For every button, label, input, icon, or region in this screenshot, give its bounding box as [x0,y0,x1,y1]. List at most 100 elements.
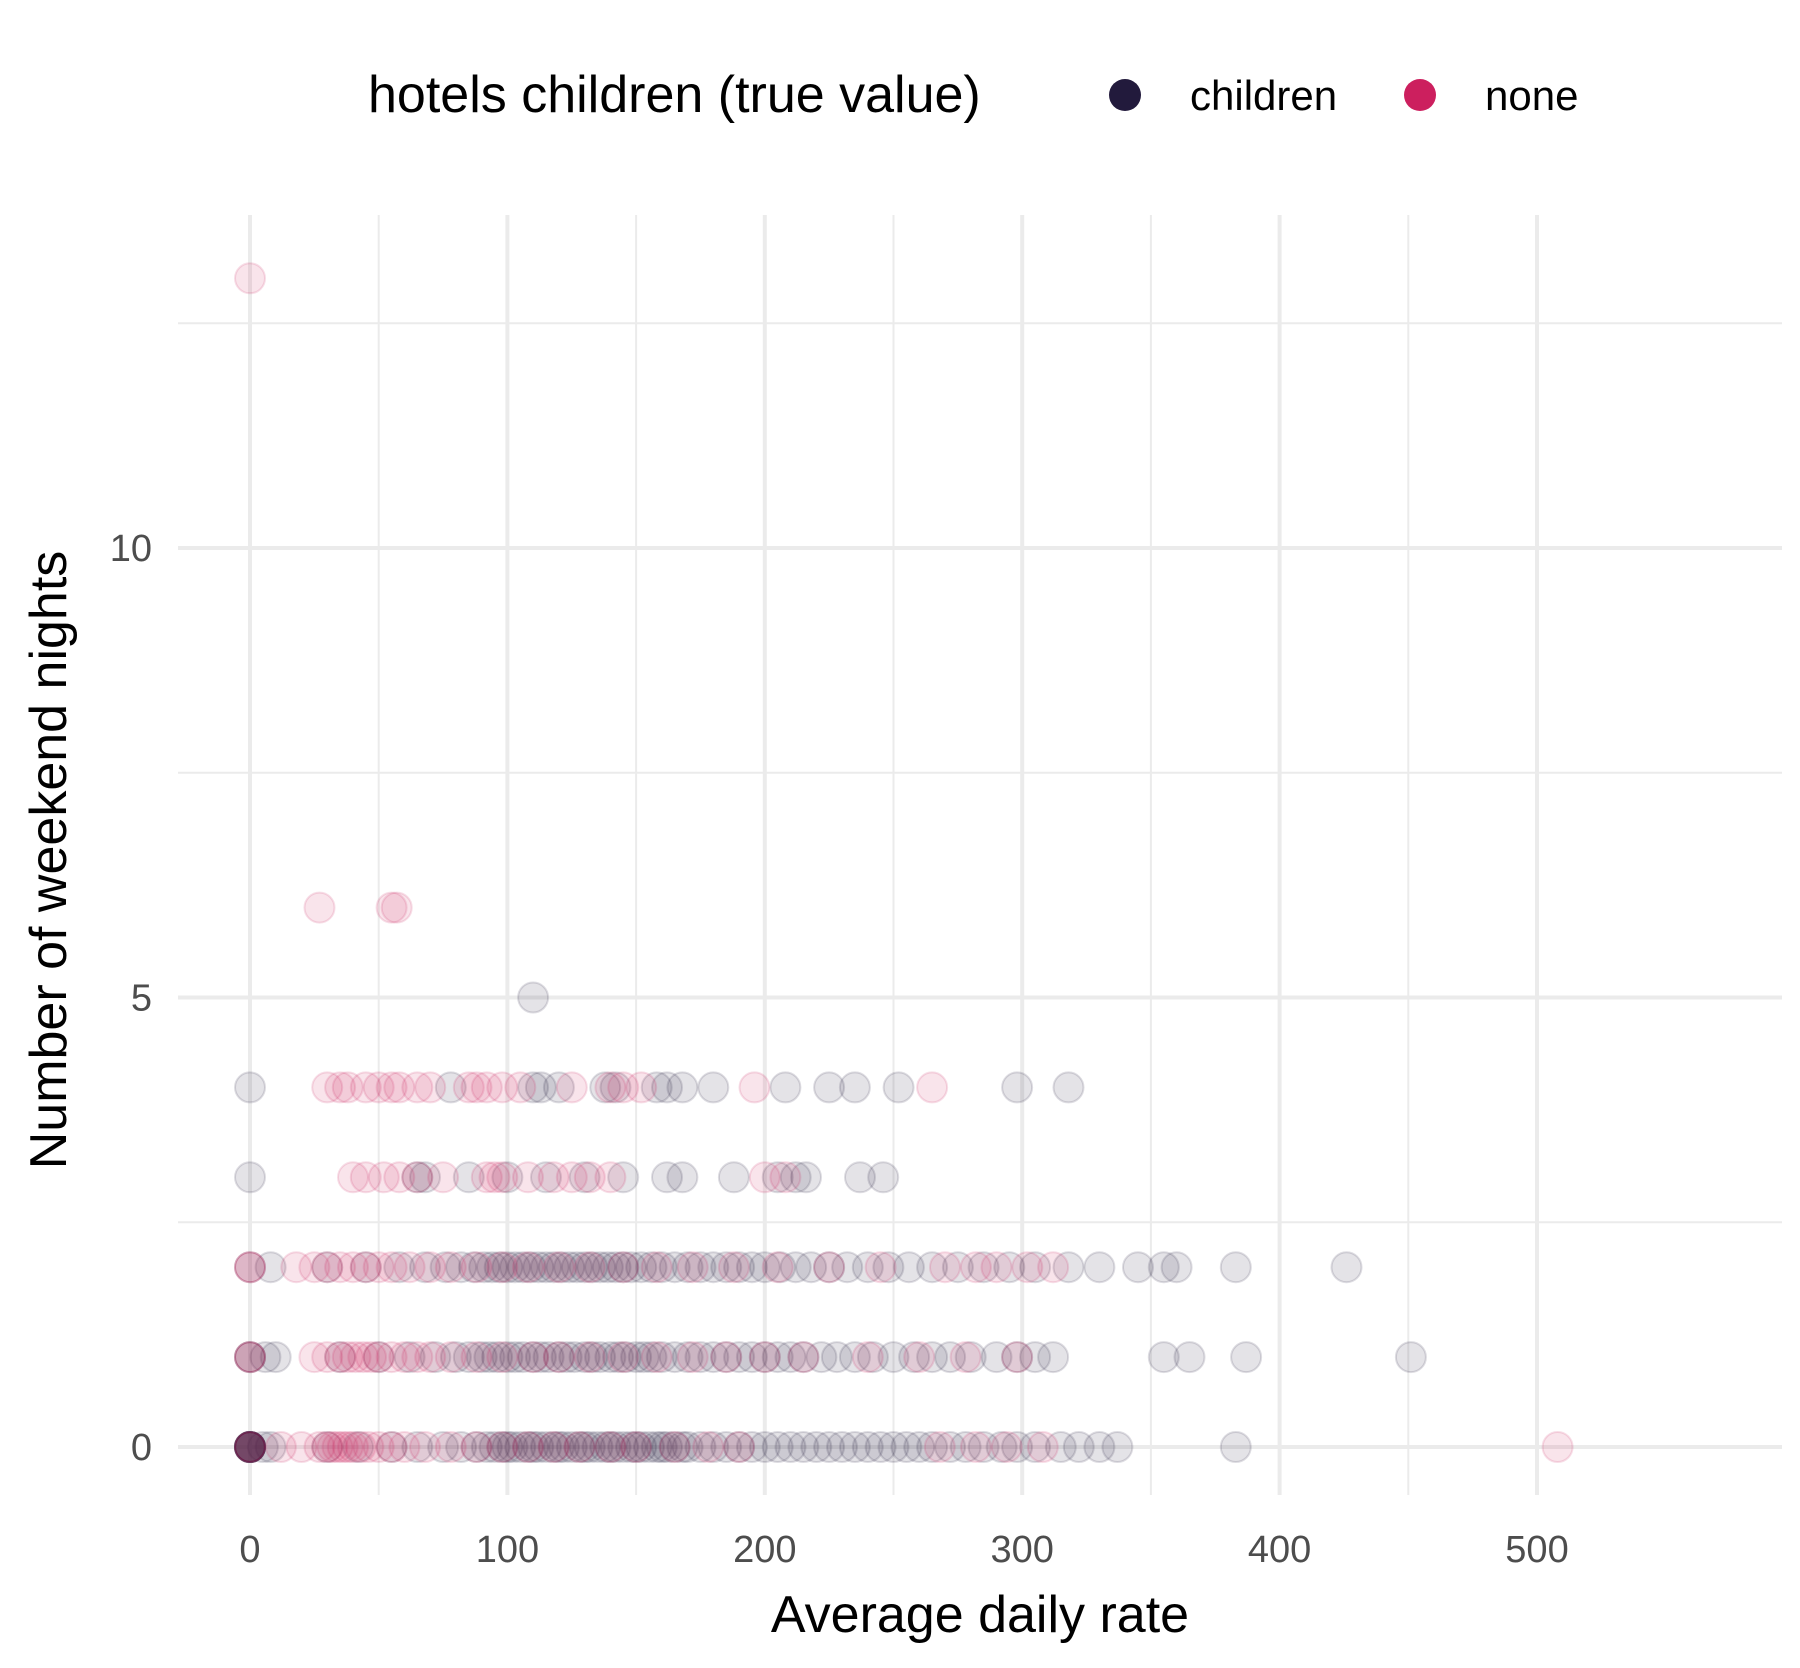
data-point-children [1037,1341,1070,1374]
data-point-children [877,1431,910,1463]
data-point-children [517,1341,550,1374]
data-point-children [627,1341,660,1374]
data-point-children [439,1341,472,1374]
data-point-children [851,1251,884,1284]
data-point-children [1001,1431,1034,1463]
data-point-children [697,1341,730,1374]
data-point-children [748,1431,781,1463]
y-tick-label: 5 [131,978,152,1020]
data-point-children [934,1431,967,1463]
data-point-children [805,1341,838,1374]
data-point-none [916,1071,949,1104]
data-point-children [234,1431,266,1463]
major-gridlines [178,215,1782,1495]
legend: hotels children (true value) children no… [368,66,1578,124]
data-point-none [594,1431,627,1463]
data-point-children [234,1071,266,1104]
data-point-none [486,1341,519,1374]
x-axis-ticks: 0 100 200 300 400 500 [239,1529,1568,1571]
data-point-children [445,1431,478,1463]
data-point-children [1062,1431,1095,1463]
data-point-children [555,1431,588,1463]
data-point-children [568,1251,601,1284]
data-point-children [491,1341,524,1374]
data-point-children [625,1431,658,1463]
data-point-children [457,1251,490,1284]
data-point-children [568,1341,601,1374]
data-point-children [620,1341,653,1374]
data-point-children [568,1161,601,1194]
data-point-none [337,1431,369,1463]
data-point-none [234,1251,266,1284]
data-point-children [993,1251,1026,1284]
data-point-children [576,1341,609,1374]
data-point-children [452,1161,485,1194]
data-point-children [607,1251,640,1284]
data-point-children [602,1341,635,1374]
data-point-children [476,1251,508,1284]
data-point-none [486,1071,519,1104]
data-point-children [620,1431,653,1463]
data-point-none [375,1251,408,1284]
data-point-none [851,1341,884,1374]
data-point-none [331,1071,364,1104]
data-point-children [234,1161,266,1194]
data-point-children [478,1431,511,1463]
data-point-none [375,891,408,924]
x-axis-title: Average daily rate [771,1586,1189,1644]
data-point-children [710,1341,743,1374]
data-point-none [787,1341,820,1374]
data-point-children [851,1431,884,1463]
data-point-none [349,1251,382,1284]
data-point-children [1083,1431,1116,1463]
data-point-children [594,1431,627,1463]
y-tick-label: 10 [110,528,152,570]
data-point-children [645,1251,678,1284]
x-tick-label: 100 [476,1529,539,1571]
data-point-children [671,1341,704,1374]
data-point-children [254,1431,287,1463]
data-point-none [401,1071,434,1104]
data-point-children [568,1431,601,1463]
data-point-children [558,1341,591,1374]
data-point-children [666,1161,699,1194]
data-point-none [349,1071,382,1104]
data-point-children [234,1431,266,1463]
data-point-children [496,1431,529,1463]
data-point-children [550,1341,583,1374]
data-point-children [532,1341,565,1374]
data-point-none [375,1431,408,1463]
data-point-none [303,1431,336,1463]
data-point-children [615,1251,647,1284]
data-point-children [658,1431,691,1463]
data-point-none [409,1431,441,1463]
data-point-children [401,1161,434,1194]
data-point-children [542,1341,575,1374]
data-point-children [537,1251,570,1284]
data-point-children [349,1251,382,1284]
data-point-none [486,1251,519,1284]
data-point-children [1230,1341,1263,1374]
legend-label-none: none [1485,72,1578,119]
data-point-children [710,1431,743,1463]
data-point-none [717,1251,750,1284]
data-point-children [916,1341,949,1374]
data-point-children [625,1251,658,1284]
data-point-none [316,1431,349,1463]
data-point-children [684,1431,717,1463]
data-point-none [813,1251,846,1284]
data-point-children [375,1431,408,1463]
data-point-none [676,1341,709,1374]
data-point-children [234,1431,266,1463]
data-point-children [779,1251,812,1284]
data-point-none [321,1431,354,1463]
data-point-none [748,1341,781,1374]
data-point-none [573,1251,606,1284]
data-point-children [234,1251,266,1284]
data-point-children [607,1161,640,1194]
data-point-none [537,1431,570,1463]
data-point-none [434,1251,467,1284]
series-children [234,981,1427,1463]
data-point-children [234,1431,266,1463]
